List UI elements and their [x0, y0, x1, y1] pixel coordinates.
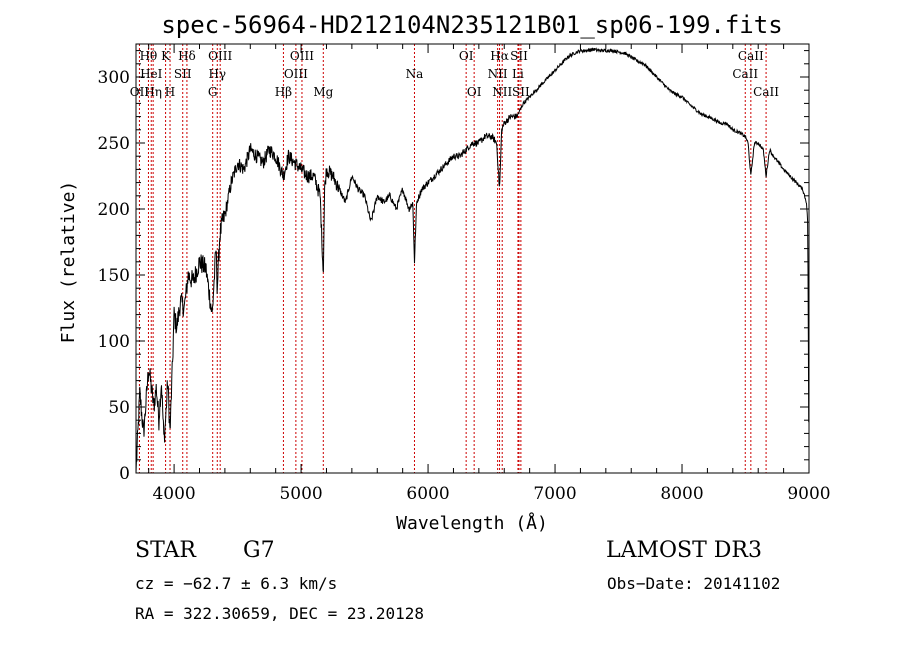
- line-label: Hδ: [178, 49, 196, 63]
- obs-date: Obs−Date: 20141102: [607, 574, 781, 593]
- x-tick-label: 8000: [660, 484, 703, 504]
- y-tick-label: 300: [98, 68, 130, 88]
- y-ticks: 0 50 100 150 200 250 300: [98, 50, 809, 484]
- line-label: NII: [492, 85, 512, 99]
- line-label: Hγ: [208, 67, 226, 81]
- line-label: SII: [510, 49, 528, 63]
- y-tick-label: 50: [108, 398, 130, 418]
- survey-name: LAMOST DR3: [606, 538, 762, 563]
- object-class: STAR: [135, 538, 196, 563]
- x-tick-label: 7000: [533, 484, 576, 504]
- line-label: Hθ: [140, 49, 158, 63]
- line-markers: [138, 44, 767, 473]
- line-label: K: [161, 49, 171, 63]
- line-label: SII: [174, 67, 192, 81]
- line-label: CaII: [732, 67, 758, 81]
- x-tick-label: 4000: [152, 484, 195, 504]
- line-label: SII: [512, 85, 530, 99]
- y-axis-label: Flux (relative): [58, 181, 79, 344]
- x-tick-label: 5000: [279, 484, 322, 504]
- line-label: Li: [512, 67, 524, 81]
- chart-title: spec-56964-HD212104N235121B01_sp06-199.f…: [161, 11, 782, 39]
- line-label: G: [208, 85, 218, 99]
- subclass: G7: [243, 538, 275, 563]
- line-label: HeI: [140, 67, 163, 81]
- line-label: Hη: [144, 85, 162, 99]
- plot-frame: [135, 43, 810, 474]
- line-label: OIII: [290, 49, 314, 63]
- spectrum-line: [135, 47, 810, 474]
- line-label: OII: [130, 85, 150, 99]
- line-label: Hα: [490, 49, 509, 63]
- velocity-text: cz = −62.7 ± 6.3 km/s: [135, 574, 338, 593]
- line-label: OI: [459, 49, 474, 63]
- line-label: OIII: [284, 67, 308, 81]
- y-tick-label: 100: [98, 332, 130, 352]
- line-label: Na: [406, 67, 424, 81]
- line-label: OIII: [208, 49, 232, 63]
- x-axis-label: Wavelength (Å): [396, 512, 548, 534]
- x-tick-label: 6000: [406, 484, 449, 504]
- spectrum-series: [135, 47, 810, 474]
- y-tick-label: 200: [98, 200, 130, 220]
- line-label: Hβ: [275, 85, 292, 99]
- line-label: H: [165, 85, 175, 99]
- line-label: CaII: [738, 49, 764, 63]
- y-tick-label: 250: [98, 134, 130, 154]
- y-tick-label: 150: [98, 266, 130, 286]
- line-label: OI: [467, 85, 482, 99]
- coordinates-text: RA = 322.30659, DEC = 23.20128: [135, 604, 424, 623]
- line-label: CaII: [753, 85, 779, 99]
- line-label: Mg: [313, 85, 333, 99]
- line-label: NII: [488, 67, 508, 81]
- x-tick-label: 9000: [787, 484, 830, 504]
- y-tick-label: 0: [119, 464, 130, 484]
- x-ticks: 4000 5000 6000 7000 8000 9000: [148, 44, 831, 504]
